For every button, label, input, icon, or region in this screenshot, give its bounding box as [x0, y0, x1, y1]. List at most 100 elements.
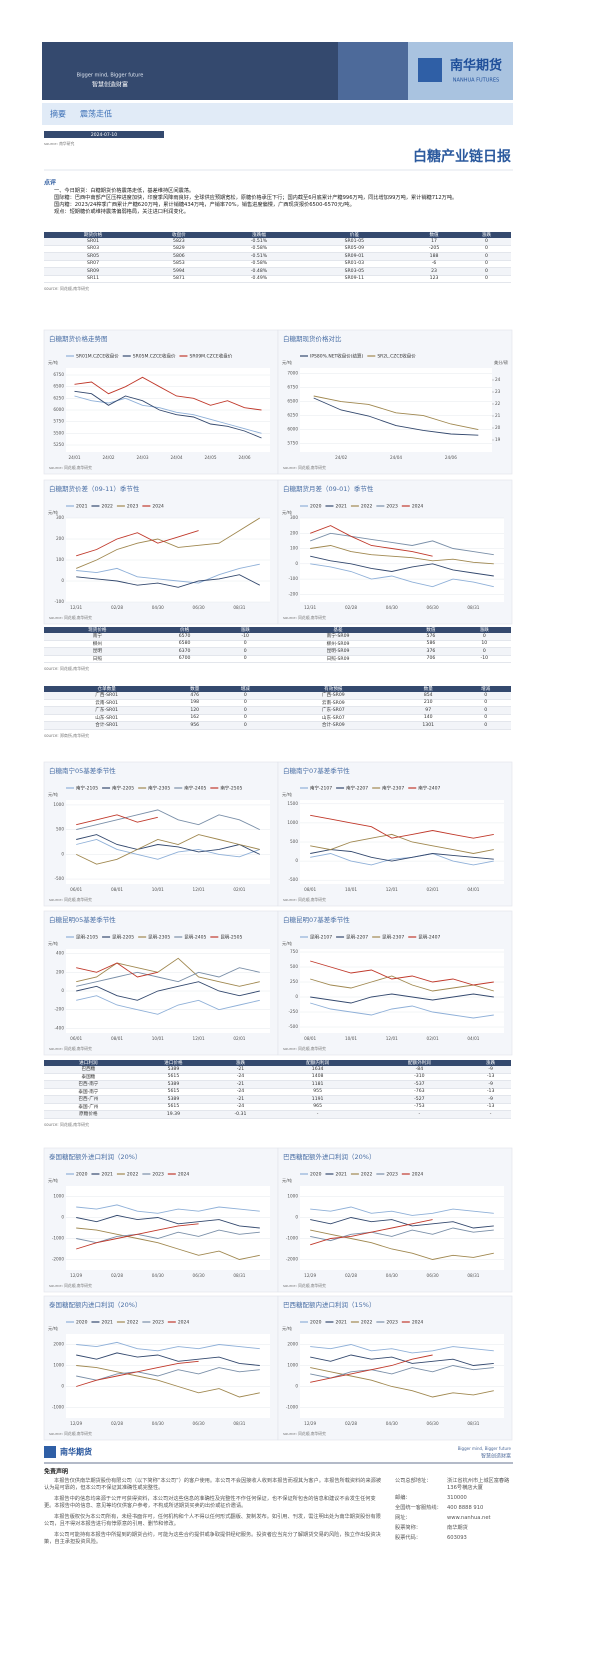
series-line [313, 397, 479, 436]
y-tick-label: 300 [290, 515, 298, 520]
cell: -0.48% [215, 267, 303, 276]
header-cell: 现货价格 [44, 627, 151, 633]
cell: 0 [457, 647, 511, 656]
cell: 昆明 [44, 647, 151, 656]
y-tick-label: 200 [56, 536, 64, 541]
legend-label: SR2L.CZCE收盘价 [377, 353, 416, 360]
x-tick-label: 08/31 [467, 1273, 479, 1278]
cell: 0 [461, 260, 511, 268]
cell: SR03 [44, 245, 143, 253]
chart-title: 白糖期现货价格对比 [283, 334, 342, 343]
cell: 97 [396, 706, 461, 715]
y-axis-label: 元/吨 [48, 791, 59, 798]
series-line [76, 517, 261, 569]
paragraph: 本报告版权仅为本公司所有，未经书面许可，任何机构和个人不得以任何形式翻版、复制发… [44, 1514, 381, 1527]
contact-row: 股票代码： 603093 [395, 1535, 513, 1542]
cell: -9 [470, 1066, 511, 1074]
cell: -753 [368, 1103, 471, 1111]
cell: 合计-SR09 [270, 721, 397, 730]
chart-title: 白糖昆明07基差季节性 [283, 915, 350, 924]
x-tick-label: 12/01 [193, 887, 205, 892]
paragraph: 观点：短期糖价或维持震荡偏弱格局，关注进口利润变化。 [54, 209, 189, 215]
chart-source: source: 同花顺,南华研究 [283, 465, 326, 470]
cell: SR09-01 [302, 252, 407, 261]
y-axis-label: 元/吨 [282, 509, 293, 516]
cell: 5389 [132, 1080, 215, 1089]
x-tick-label: 08/01 [304, 887, 316, 892]
row: SR11 5871 -0.49% SR09-11 123 0 [44, 275, 511, 283]
table-source: source: 同花顺,南华研究 [44, 666, 90, 671]
x-tick-label: 08/01 [304, 1036, 316, 1041]
header-cell: 涨跌 [218, 627, 272, 633]
contact-label: 股票简称： [395, 1525, 421, 1531]
data-table: 进口利润 进口价格 涨跌 配额内利润 配额外利润 涨跌 巴西糖 5389 -21 1634 -84-… [44, 1060, 511, 1128]
summary-heading: 点评 [44, 179, 56, 187]
cell: 6370 [150, 647, 219, 656]
header-cell: 基差 [271, 627, 405, 633]
series-line [310, 993, 494, 1004]
y-tick-label: 6250 [287, 413, 298, 418]
chart-title: 巴西糖配额外进口利润（20%） [283, 1152, 375, 1161]
legend-label: IPS80%.NET收盘价(结算) [310, 353, 364, 360]
y-tick-label: 6250 [53, 395, 64, 400]
cell: -24 [214, 1103, 267, 1111]
contact-row: 邮编： 310000 [395, 1495, 513, 1502]
legend-label: 昆明-2207 [346, 935, 368, 941]
header-cell: 涨跌幅 [215, 232, 303, 238]
tab-value: 震荡走低 [80, 109, 112, 119]
header-cell: 涨跌 [214, 1060, 267, 1066]
cell: 0 [220, 721, 271, 730]
cell: -24 [214, 1073, 267, 1081]
x-tick-label: 12/29 [304, 1421, 316, 1426]
cell: 0 [460, 692, 511, 700]
chart-source: source: 同花顺,南华研究 [49, 615, 92, 620]
header-row: 现货价格 价格 涨跌 基差 数值 涨跌 [44, 627, 511, 633]
x-tick-label: 08/31 [233, 1273, 245, 1278]
row: SR09 5994 -0.48% SR03-05 23 0 [44, 267, 511, 276]
cell: SR09-11 [302, 275, 407, 283]
y-tick-label: 0 [295, 561, 298, 566]
x-tick-label: 10/01 [345, 887, 357, 892]
header-cell: 涨跌 [461, 232, 511, 238]
cell: 日照-SR09 [271, 655, 405, 663]
cell: SR03-05 [302, 267, 407, 276]
cell: 19.39 [132, 1110, 215, 1119]
cell: 山东-SR07 [270, 714, 397, 722]
series-line [76, 981, 260, 1001]
cell: 南宁-SR09 [271, 633, 405, 641]
y-tick-label: 6000 [53, 407, 64, 412]
x-tick-label: 06/30 [193, 1273, 205, 1278]
cell: SR01-05 [302, 238, 407, 246]
cell: 1181 [266, 1080, 369, 1089]
series-line [76, 809, 260, 831]
y-tick-label: 1000 [53, 802, 64, 807]
header-cell: 收盘价 [142, 232, 216, 238]
series-line [310, 555, 494, 577]
cell: 0 [218, 640, 272, 648]
x-tick-label: 06/30 [193, 605, 205, 610]
plot-area [66, 1334, 270, 1418]
y-tick-label: -250 [288, 1009, 298, 1014]
row: 昆明 6370 0 昆明-SR09 376 0 [44, 647, 511, 656]
legend-label: 昆明-2107 [310, 935, 332, 941]
legend-label: 昆明-2305 [148, 935, 170, 941]
contact-label: 股票代码： [395, 1535, 421, 1541]
cell: 706 [404, 655, 458, 663]
series-line [313, 395, 479, 431]
chart-source: source: 同花顺,南华研究 [283, 897, 326, 902]
series-line [76, 834, 260, 865]
legend-label: 2020 [76, 1172, 88, 1178]
series-line [310, 563, 494, 588]
contact-row: 网址： www.nanhua.net [395, 1515, 513, 1522]
legend-label: 南宁-2405 [184, 785, 206, 792]
legend-label: 南宁-2305 [148, 785, 170, 792]
cell: 巴西糖 [44, 1066, 133, 1074]
legend-label: 昆明-2105 [76, 935, 98, 941]
x-tick-label: 12/29 [70, 1273, 82, 1278]
cell: 854 [396, 692, 461, 700]
cell: 586 [404, 640, 458, 648]
header-cell: 有效预报 [270, 686, 397, 692]
legend-label: 2023 [152, 1320, 164, 1326]
series-line [74, 390, 262, 439]
contact-row: 股票简称： 南华期货 [395, 1525, 513, 1532]
